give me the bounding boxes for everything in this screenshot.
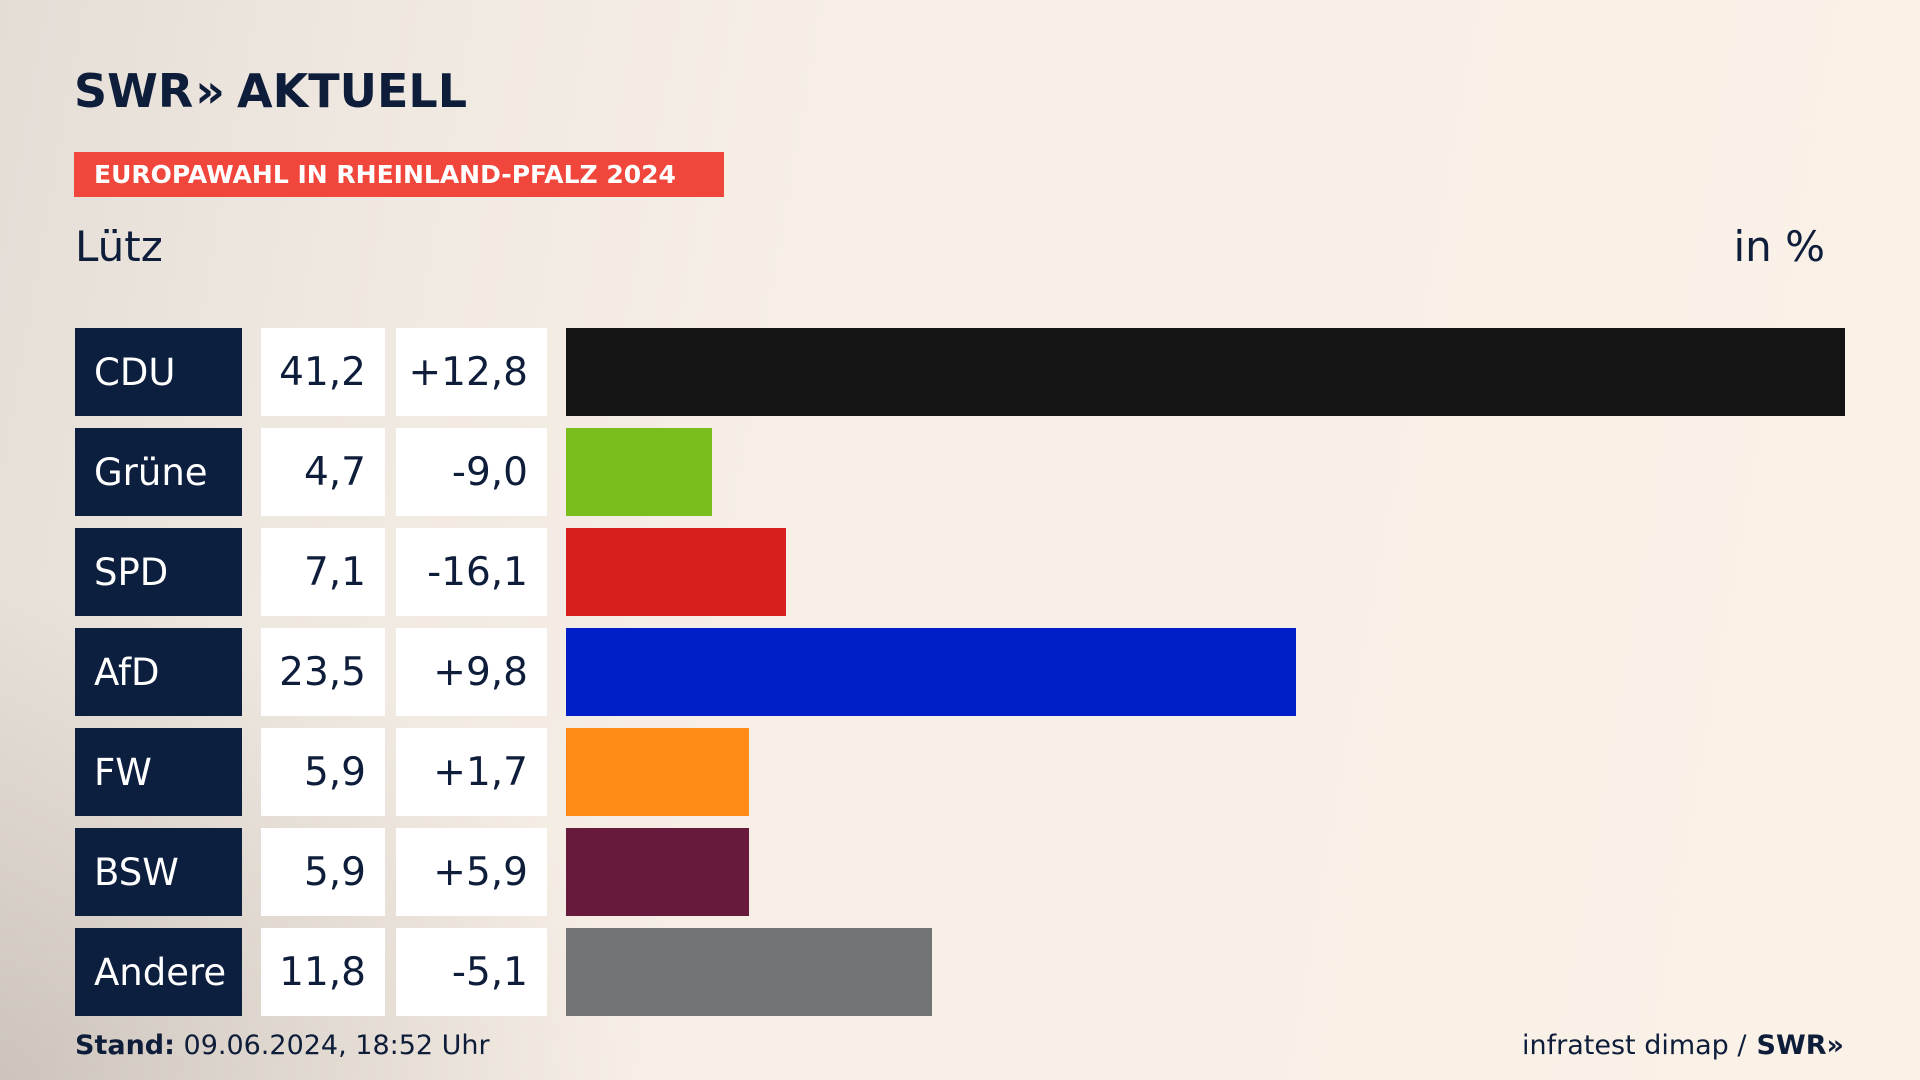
vote-change-value: -9,0	[396, 428, 547, 516]
result-bar	[566, 928, 932, 1016]
result-row: AfD 23,5 +9,8	[0, 628, 1920, 716]
source-chevron-icon: »	[1826, 1030, 1844, 1061]
vote-change-value: +1,7	[396, 728, 547, 816]
vote-share-value: 41,2	[261, 328, 385, 416]
result-bar	[566, 328, 1845, 416]
stand-value: 09.06.2024, 18:52 Uhr	[183, 1030, 490, 1061]
logo-chevron-icon: »	[195, 64, 226, 118]
unit-label: in %	[1733, 222, 1825, 271]
logo-swr-text: SWR	[74, 64, 194, 118]
party-label: AfD	[75, 628, 242, 716]
result-bar	[566, 828, 749, 916]
vote-share-value: 11,8	[261, 928, 385, 1016]
place-title: Lütz	[75, 222, 163, 271]
result-row: SPD 7,1 -16,1	[0, 528, 1920, 616]
stand-label: Stand:	[75, 1030, 175, 1061]
swr-aktuell-logo: SWR » AKTUELL	[74, 64, 468, 118]
vote-change-value: +9,8	[396, 628, 547, 716]
vote-change-value: +12,8	[396, 328, 547, 416]
vote-change-value: -16,1	[396, 528, 547, 616]
source-swr-text: SWR	[1756, 1030, 1827, 1061]
party-label: CDU	[75, 328, 242, 416]
party-label: Grüne	[75, 428, 242, 516]
source-swr-logo: SWR»	[1757, 1030, 1844, 1061]
source-text: infratest dimap /	[1522, 1030, 1747, 1061]
vote-share-value: 5,9	[261, 828, 385, 916]
party-label: Andere	[75, 928, 242, 1016]
result-bar	[566, 528, 786, 616]
result-row: Grüne 4,7 -9,0	[0, 428, 1920, 516]
logo-section-text: AKTUELL	[237, 64, 468, 118]
timestamp: Stand: 09.06.2024, 18:52 Uhr	[75, 1030, 490, 1061]
vote-share-value: 7,1	[261, 528, 385, 616]
result-row: CDU 41,2 +12,8	[0, 328, 1920, 416]
vote-change-value: +5,9	[396, 828, 547, 916]
party-label: FW	[75, 728, 242, 816]
party-label: BSW	[75, 828, 242, 916]
result-row: BSW 5,9 +5,9	[0, 828, 1920, 916]
result-bar	[566, 628, 1296, 716]
party-label: SPD	[75, 528, 242, 616]
result-row: FW 5,9 +1,7	[0, 728, 1920, 816]
vote-change-value: -5,1	[396, 928, 547, 1016]
source-credit: infratest dimap / SWR»	[1522, 1030, 1844, 1061]
vote-share-value: 5,9	[261, 728, 385, 816]
vote-share-value: 4,7	[261, 428, 385, 516]
result-bar	[566, 728, 749, 816]
election-badge: EUROPAWAHL IN RHEINLAND-PFALZ 2024	[74, 152, 724, 197]
vote-share-value: 23,5	[261, 628, 385, 716]
result-bar	[566, 428, 712, 516]
result-row: Andere 11,8 -5,1	[0, 928, 1920, 1016]
